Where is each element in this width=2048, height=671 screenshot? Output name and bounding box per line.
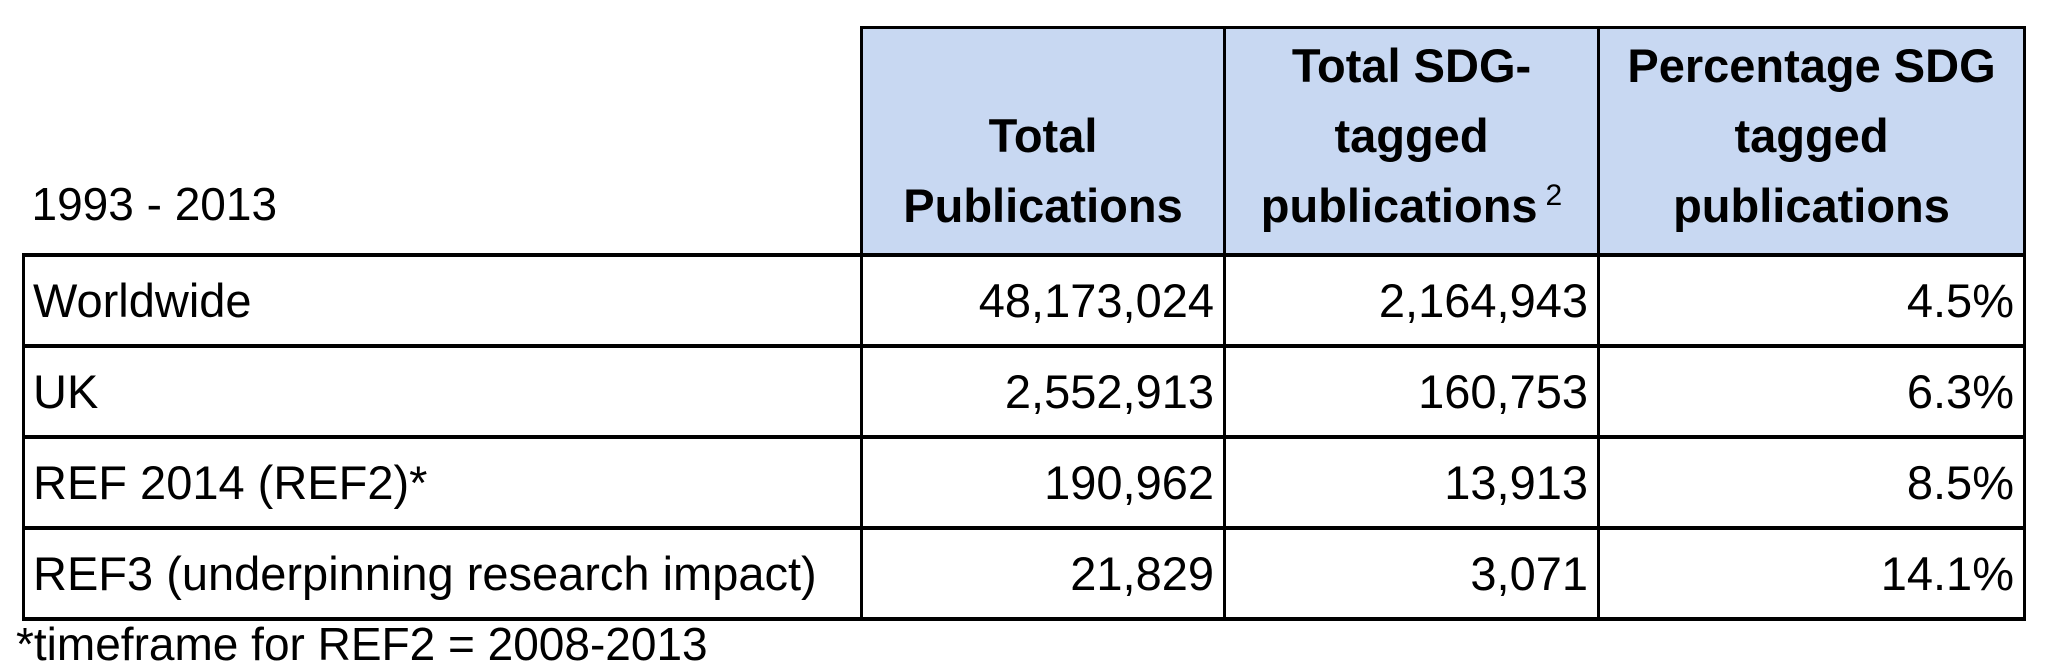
header-row: 1993 - 2013 Total Publications Total SDG…: [23, 26, 2026, 256]
sdg-tagged-value: 160,753: [1223, 343, 1600, 438]
total-publications-value: 190,962: [860, 434, 1226, 529]
footnote: *timeframe for REF2 = 2008-2013: [16, 618, 708, 670]
percentage-value: 8.5%: [1597, 434, 2026, 529]
percentage-value: 4.5%: [1597, 252, 2026, 347]
col-header-sdg-tagged-publications: Total SDG-tagged publications 2: [1223, 26, 1600, 256]
percentage-value: 6.3%: [1597, 343, 2026, 438]
row-label: Worldwide: [22, 252, 863, 347]
row-label: UK: [22, 343, 863, 438]
row-label: REF 2014 (REF2)*: [22, 434, 863, 529]
sdg-tagged-value: 2,164,943: [1223, 252, 1600, 347]
row-label: REF3 (underpinning research impact): [22, 525, 863, 621]
total-publications-value: 2,552,913: [860, 343, 1226, 438]
period-label: 1993 - 2013: [23, 27, 862, 255]
total-publications-value: 48,173,024: [860, 252, 1226, 347]
publications-table: 1993 - 2013 Total Publications Total SDG…: [22, 26, 2026, 621]
table-row-ref3: REF3 (underpinning research impact) 21,8…: [22, 525, 2026, 621]
table-row-worldwide: Worldwide 48,173,024 2,164,943 4.5%: [22, 252, 2026, 347]
sdg-tagged-value: 13,913: [1223, 434, 1600, 529]
table-row-ref2014: REF 2014 (REF2)* 190,962 13,913 8.5%: [22, 434, 2026, 529]
total-publications-value: 21,829: [860, 525, 1226, 621]
sdg-tagged-value: 3,071: [1223, 525, 1600, 621]
percentage-value: 14.1%: [1597, 525, 2026, 621]
col-header-percentage-sdg-tagged: Percentage SDG tagged publications: [1597, 26, 2026, 256]
footnote-reference-superscript: 2: [1545, 178, 1563, 212]
table-row-uk: UK 2,552,913 160,753 6.3%: [22, 343, 2026, 438]
col-header-total-publications: Total Publications: [860, 26, 1226, 256]
col-header-sdg-tagged-label: Total SDG-tagged publications: [1260, 38, 1538, 232]
